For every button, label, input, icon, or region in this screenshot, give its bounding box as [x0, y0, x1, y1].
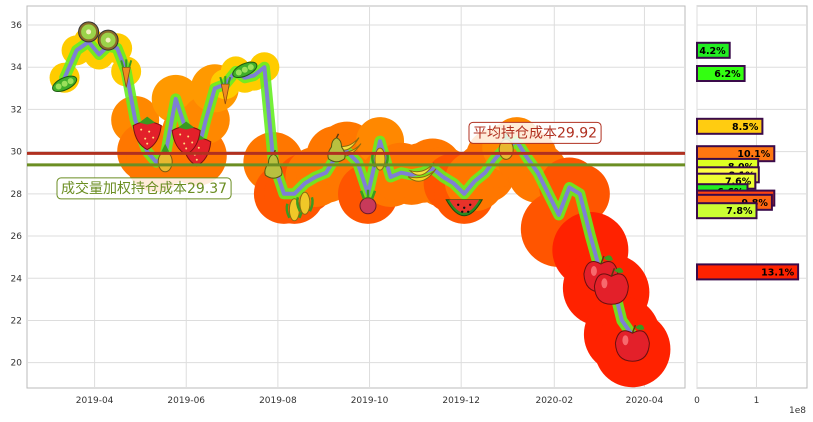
volume-bar-rect	[696, 117, 764, 135]
vwap-cost-label: 成交量加权持仓成本29.37	[61, 180, 227, 197]
avg-cost-annotation: 平均持仓成本29.92	[468, 121, 602, 144]
volume-bar: 6.2%	[696, 65, 746, 82]
apple-icon	[593, 267, 629, 305]
price-panel: 平均持仓成本29.92 成交量加权持仓成本29.37 2019-04 2019-0…	[11, 5, 686, 406]
volume-bar-label: 7.6%	[725, 177, 752, 188]
radish-icon	[359, 189, 377, 215]
pea-pod-icon	[52, 75, 78, 93]
pea-pod-icon	[232, 61, 258, 79]
apple-icon	[614, 324, 650, 362]
cost-annotations: 平均持仓成本29.92 成交量加权持仓成本29.37	[56, 121, 602, 200]
price-x-tick-label: 2019-04	[76, 396, 114, 406]
price-y-ticks: 20 22 24 26 28 30 32 34 36	[11, 21, 23, 369]
price-y-tick-label: 20	[11, 359, 23, 369]
price-x-tick-label: 2020-02	[535, 396, 573, 406]
cost-lines	[27, 151, 685, 167]
price-x-tick-label: 2019-06	[167, 396, 205, 406]
volume-x-tick-label: 0	[694, 396, 700, 406]
pear-icon	[327, 133, 346, 163]
avg-cost-annotation-box	[468, 121, 602, 144]
price-x-ticks: 2019-04 2019-06 2019-08 2019-10 2019-12 2020-…	[76, 396, 664, 406]
volume-bar-rect	[696, 263, 800, 281]
volume-bar-label: 8.5%	[732, 122, 759, 133]
price-x-tick-label: 2019-08	[259, 396, 297, 406]
price-y-tick-label: 24	[11, 274, 23, 284]
volume-bar-label: 6.2%	[714, 69, 741, 80]
fruit-markers	[52, 21, 650, 362]
price-y-tick-label: 26	[11, 232, 23, 242]
volume-profile-panel: 4.2%6.2%8.5%10.1%8.0%8.1%7.6%6.6%10.1%9.…	[694, 5, 808, 416]
banana-icon	[407, 162, 437, 182]
vwap-cost-annotation-box	[56, 177, 232, 200]
volume-bar-rect	[696, 202, 758, 220]
price-x-tick-label: 2020-04	[626, 396, 664, 406]
price-y-tick-label: 32	[11, 105, 22, 115]
volume-bar-label: 13.1%	[761, 267, 794, 278]
kiwi-icon	[78, 21, 100, 43]
avg-cost-label: 平均持仓成本29.92	[473, 125, 597, 141]
strawberry-icon	[171, 121, 201, 156]
volume-bar: 4.2%	[696, 41, 731, 59]
watermelon-icon	[445, 199, 484, 217]
volume-bar: 13.1%	[696, 263, 800, 281]
volume-scale-label: 1e8	[789, 406, 806, 416]
volume-bar-label: 7.8%	[726, 206, 753, 217]
volume-bar-rect	[696, 41, 731, 59]
pineapple-icon	[157, 143, 173, 173]
volume-bar-label: 10.1%	[737, 149, 770, 160]
price-y-tick-label: 22	[11, 316, 22, 326]
volume-profile-bars: 4.2%6.2%8.5%10.1%8.0%8.1%7.6%6.6%10.1%9.…	[696, 41, 800, 281]
volume-bar: 8.5%	[696, 117, 764, 135]
price-y-tick-label: 28	[11, 190, 23, 200]
carrot-icon	[219, 76, 232, 105]
price-grid	[27, 6, 685, 388]
volume-x-tick-label: 1	[754, 396, 760, 406]
carrot-icon	[120, 59, 133, 88]
volume-bar-rect	[696, 65, 746, 82]
strawberry-icon	[132, 116, 162, 151]
vwap-cost-annotation: 成交量加权持仓成本29.37	[56, 177, 232, 200]
price-y-tick-label: 36	[11, 21, 23, 31]
volume-bar: 7.8%	[696, 202, 758, 220]
price-x-tick-label: 2019-10	[351, 396, 389, 406]
volume-bar-label: 4.2%	[699, 46, 726, 57]
price-y-tick-label: 34	[11, 63, 23, 73]
price-x-tick-label: 2019-12	[442, 396, 480, 406]
kiwi-icon	[97, 29, 119, 51]
corn-icon	[295, 191, 314, 215]
price-y-tick-label: 30	[11, 148, 23, 158]
